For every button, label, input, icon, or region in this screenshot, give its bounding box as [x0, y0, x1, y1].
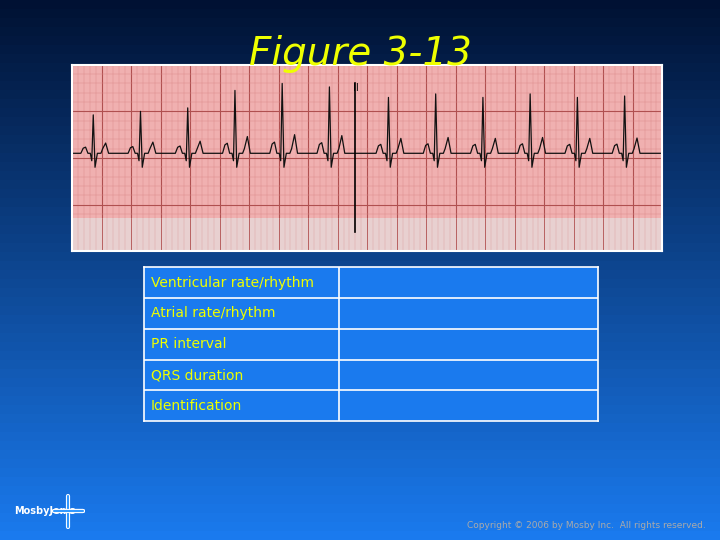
- Bar: [0, 108, 720, 117]
- Bar: [0, 414, 720, 423]
- Bar: [0, 477, 720, 486]
- Bar: [0, 45, 720, 54]
- Bar: [0, 396, 720, 405]
- Bar: [0, 90, 720, 99]
- Bar: [0, 531, 720, 540]
- Bar: [0, 486, 720, 495]
- Text: Ventricular rate/rhythm: Ventricular rate/rhythm: [150, 276, 314, 289]
- Bar: [0, 441, 720, 450]
- Text: Identification: Identification: [150, 399, 242, 413]
- Bar: [0, 117, 720, 126]
- Bar: [0, 270, 720, 279]
- Text: PR interval: PR interval: [150, 338, 226, 351]
- Bar: [0, 144, 720, 153]
- Bar: [0, 234, 720, 243]
- Bar: [0, 288, 720, 297]
- Bar: [0, 513, 720, 522]
- Bar: [0, 387, 720, 396]
- Bar: [0, 468, 720, 477]
- Bar: [0, 153, 720, 162]
- Bar: [0, 333, 720, 342]
- Bar: [0, 36, 720, 45]
- Bar: [0, 405, 720, 414]
- Bar: [0, 360, 720, 369]
- Text: Atrial rate/rhythm: Atrial rate/rhythm: [150, 307, 275, 320]
- Bar: [0, 378, 720, 387]
- Bar: [0, 54, 720, 63]
- Bar: [0, 261, 720, 270]
- Bar: [0, 495, 720, 504]
- Bar: [0, 369, 720, 378]
- Bar: [0, 297, 720, 306]
- Bar: [0, 243, 720, 252]
- Text: II: II: [353, 83, 359, 93]
- Bar: [0, 252, 720, 261]
- Bar: [0, 225, 720, 234]
- Bar: [0, 216, 720, 225]
- Bar: [0, 0, 720, 9]
- Bar: [72, 219, 662, 251]
- Bar: [0, 306, 720, 315]
- Bar: [0, 81, 720, 90]
- Bar: [0, 135, 720, 144]
- Bar: [0, 72, 720, 81]
- Bar: [0, 99, 720, 108]
- Bar: [0, 18, 720, 27]
- Bar: [0, 198, 720, 207]
- Bar: [0, 279, 720, 288]
- Bar: [0, 423, 720, 432]
- Bar: [0, 459, 720, 468]
- Text: MosbyJems: MosbyJems: [14, 505, 76, 516]
- Bar: [0, 162, 720, 171]
- Text: Copyright © 2006 by Mosby Inc.  All rights reserved.: Copyright © 2006 by Mosby Inc. All right…: [467, 521, 706, 530]
- Bar: [0, 351, 720, 360]
- Bar: [0, 324, 720, 333]
- Text: QRS duration: QRS duration: [150, 368, 243, 382]
- Bar: [0, 27, 720, 36]
- Text: Figure 3-13: Figure 3-13: [248, 35, 472, 73]
- Bar: [0, 450, 720, 459]
- Bar: [0, 522, 720, 531]
- Bar: [0, 504, 720, 513]
- Bar: [0, 9, 720, 18]
- Bar: [0, 342, 720, 351]
- Bar: [0, 189, 720, 198]
- Bar: [0, 180, 720, 189]
- Bar: [0, 63, 720, 72]
- Bar: [0, 315, 720, 324]
- Bar: [0, 432, 720, 441]
- Bar: [0, 126, 720, 135]
- Bar: [0, 207, 720, 216]
- Bar: [0, 171, 720, 180]
